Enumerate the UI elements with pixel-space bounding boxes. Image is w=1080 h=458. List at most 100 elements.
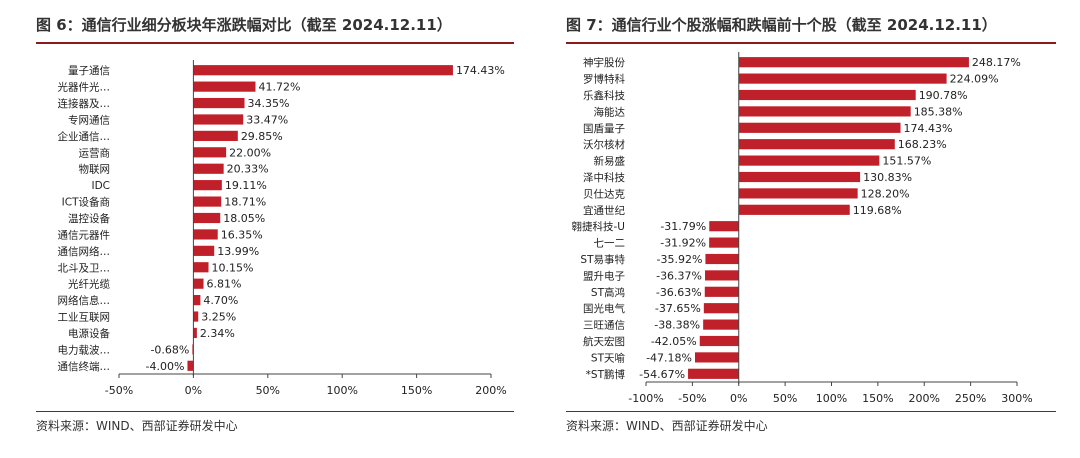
bar-19 [187,360,194,371]
category-label-20: *ST鹏博 [586,368,626,381]
right-source-rule [566,411,1056,412]
value-label-11: 16.35% [221,228,263,241]
bar-5 [738,122,901,133]
category-label-5: 企业通信… [58,130,111,143]
x-tick-label-3: 50% [256,384,280,397]
bar-12 [709,237,739,248]
bar-7 [193,163,224,174]
category-label-4: 专网通信 [68,113,110,126]
x-tick-label-4: 50% [773,392,797,405]
bar-7 [738,155,880,166]
bar-17 [193,327,197,339]
value-label-10: 18.05% [223,212,265,225]
bar-2 [193,81,256,92]
bar-14 [705,270,739,281]
value-label-17: 2.34% [200,327,235,340]
left-title-rule [36,42,514,44]
value-label-18: -42.05% [651,335,697,348]
value-label-8: 19.11% [225,179,267,192]
value-label-16: 3.25% [201,311,236,324]
bar-11 [193,229,218,240]
value-label-6: 168.23% [898,138,947,151]
category-label-17: 三旺通信 [583,320,625,332]
bar-6 [193,147,227,158]
x-tick-label-9: 300% [1001,392,1032,405]
bar-16 [193,311,199,322]
value-label-19: -47.18% [646,351,692,364]
left-source-rule [36,411,514,412]
value-label-6: 22.00% [229,146,271,159]
bar-15 [193,295,201,306]
category-label-2: 光器件光… [58,81,111,94]
x-tick-label-3: 0% [730,392,747,405]
category-label-10: 温控设备 [68,212,110,225]
bar-9 [193,196,222,207]
bar-20 [688,368,739,379]
bar-18 [192,344,194,355]
category-label-14: 光纤光缆 [68,278,110,291]
right-title-rule [566,42,1056,44]
value-label-10: 119.68% [853,204,902,217]
category-label-18: 电力载波… [58,343,111,356]
value-label-19: -4.00% [146,360,185,373]
left-chart-panel: 图 6：通信行业细分板块年涨跌幅对比（截至 2024.12.11） 量子通信 17… [36,16,514,433]
bar-1 [193,65,453,76]
value-label-16: -37.65% [655,302,701,315]
category-label-19: ST天喻 [591,351,626,364]
bar-9 [738,188,858,199]
bar-14 [193,278,204,289]
category-label-15: 网络信息… [58,294,111,307]
category-label-15: ST高鸿 [591,286,625,299]
value-label-8: 130.83% [863,171,912,184]
value-label-14: -36.37% [656,269,702,282]
category-label-8: 泽中科技 [583,171,625,184]
category-label-1: 量子通信 [68,65,110,77]
category-label-4: 海能达 [594,105,626,118]
category-label-13: ST易事特 [580,253,625,266]
category-label-8: IDC [91,180,110,192]
right-source-note: 资料来源：WIND、西部证券研发中心 [566,419,768,433]
category-label-2: 罗博特科 [583,73,625,86]
value-label-20: -54.67% [639,368,685,381]
value-label-2: 41.72% [258,81,300,94]
value-label-15: -36.63% [656,286,702,299]
value-label-1: 248.17% [972,56,1021,69]
value-label-4: 33.47% [246,113,288,126]
category-label-18: 航天宏图 [583,335,625,348]
value-label-13: 10.15% [212,261,254,274]
x-tick-label-8: 250% [955,392,986,405]
right-bar-chart: 神宇股份 248.17% 罗博特科 224.09% 乐鑫科技 190.78% 海能达 185.… [572,52,1033,405]
bar-4 [193,114,244,125]
bar-8 [738,171,861,183]
bar-3 [738,89,916,101]
category-label-11: 翱捷科技-U [572,220,625,233]
bar-18 [699,335,739,347]
x-tick-label-1: -100% [628,392,663,405]
category-label-14: 盟升电子 [583,269,625,282]
value-label-7: 151.57% [882,155,931,168]
value-label-12: 13.99% [217,245,259,258]
bar-13 [705,253,739,265]
x-tick-label-4: 100% [326,384,357,397]
category-label-12: 通信网络… [58,245,111,258]
value-label-4: 185.38% [914,105,963,118]
category-label-19: 通信终端… [58,360,111,373]
value-label-7: 20.33% [227,163,269,176]
value-label-14: 6.81% [207,278,242,291]
category-label-9: ICT设备商 [62,196,110,209]
category-label-16: 国光电气 [583,302,625,315]
value-label-11: -31.79% [660,220,706,233]
value-label-1: 174.43% [456,64,505,77]
bar-15 [704,286,739,297]
category-label-5: 国盾量子 [583,123,625,135]
category-label-3: 乐鑫科技 [583,89,625,102]
bar-1 [738,57,969,68]
value-label-13: -35.92% [657,253,703,266]
category-label-6: 运营商 [79,146,111,159]
x-tick-label-5: 100% [816,392,847,405]
value-label-17: -38.38% [654,319,700,332]
left-bar-chart: 量子通信 174.43% 光器件光… 41.72% 连接器及… 34.35% 专网通信 33.… [58,60,507,397]
bar-10 [193,212,221,224]
value-label-18: -0.68% [150,343,189,356]
category-label-13: 北斗及卫… [58,262,111,274]
